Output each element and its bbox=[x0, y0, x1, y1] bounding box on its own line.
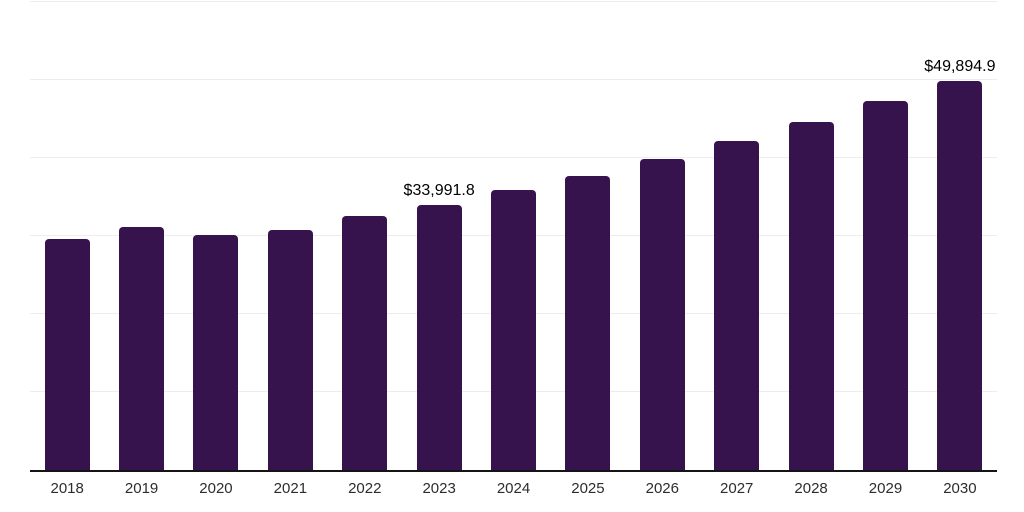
x-tick-2026: 2026 bbox=[645, 480, 679, 497]
gridline-40000 bbox=[30, 157, 997, 159]
gridline-50000 bbox=[30, 79, 997, 80]
x-axis-labels: 2018 2019 2020 2021 2022 2023 2024 2025 2026 2027… bbox=[30, 480, 997, 497]
value-label-2023: $33,991.8 bbox=[403, 181, 475, 199]
x-axis-line bbox=[30, 470, 997, 472]
x-tick-2022: 2022 bbox=[348, 480, 382, 497]
bar-2029 bbox=[862, 100, 908, 470]
bar-2025 bbox=[565, 176, 611, 470]
bar-2030: $49,894.9 bbox=[924, 58, 995, 470]
bar-2019 bbox=[119, 227, 165, 470]
bar-2026 bbox=[639, 159, 685, 470]
value-label-2030: $49,894.9 bbox=[924, 57, 996, 75]
x-tick-2029: 2029 bbox=[868, 480, 903, 497]
bar-column-2029 bbox=[848, 2, 922, 470]
bar-column-2018 bbox=[30, 2, 104, 470]
bar-2028 bbox=[788, 122, 834, 470]
bar-column-2023: $33,991.8 bbox=[402, 2, 476, 470]
x-tick-2027: 2027 bbox=[720, 480, 754, 497]
bar-2024 bbox=[491, 190, 537, 470]
plot-area: $33,991.8 $49,894.9 bbox=[30, 1, 997, 472]
bar-column-2028 bbox=[774, 2, 848, 470]
bar-column-2026 bbox=[625, 2, 699, 470]
bar-2018 bbox=[44, 238, 90, 470]
bar-column-2024 bbox=[476, 2, 550, 470]
bar-column-2021 bbox=[253, 2, 327, 470]
bar-column-2022 bbox=[328, 2, 402, 470]
bar-column-2025 bbox=[551, 2, 625, 470]
bar-2023: $33,991.8 bbox=[404, 182, 475, 470]
x-tick-2019: 2019 bbox=[124, 480, 159, 497]
x-tick-2024: 2024 bbox=[496, 480, 531, 497]
x-tick-2023: 2023 bbox=[422, 480, 456, 497]
bar-columns: $33,991.8 $49,894.9 bbox=[30, 2, 997, 470]
x-tick-2028: 2028 bbox=[794, 480, 828, 497]
bar-column-2030: $49,894.9 bbox=[923, 2, 997, 470]
x-tick-2025: 2025 bbox=[571, 480, 605, 497]
x-tick-2018: 2018 bbox=[50, 480, 84, 497]
x-tick-2030: 2030 bbox=[943, 480, 977, 497]
bar-2022 bbox=[342, 216, 388, 470]
gridline-60000 bbox=[30, 1, 997, 2]
bar-2021 bbox=[267, 229, 313, 470]
x-tick-2021: 2021 bbox=[273, 480, 308, 497]
bar-column-2027 bbox=[700, 2, 774, 470]
bar-column-2020 bbox=[179, 2, 253, 470]
bar-2020 bbox=[193, 234, 239, 470]
bar-column-2019 bbox=[104, 2, 178, 470]
x-tick-2020: 2020 bbox=[199, 480, 233, 497]
bar-2027 bbox=[714, 141, 760, 470]
